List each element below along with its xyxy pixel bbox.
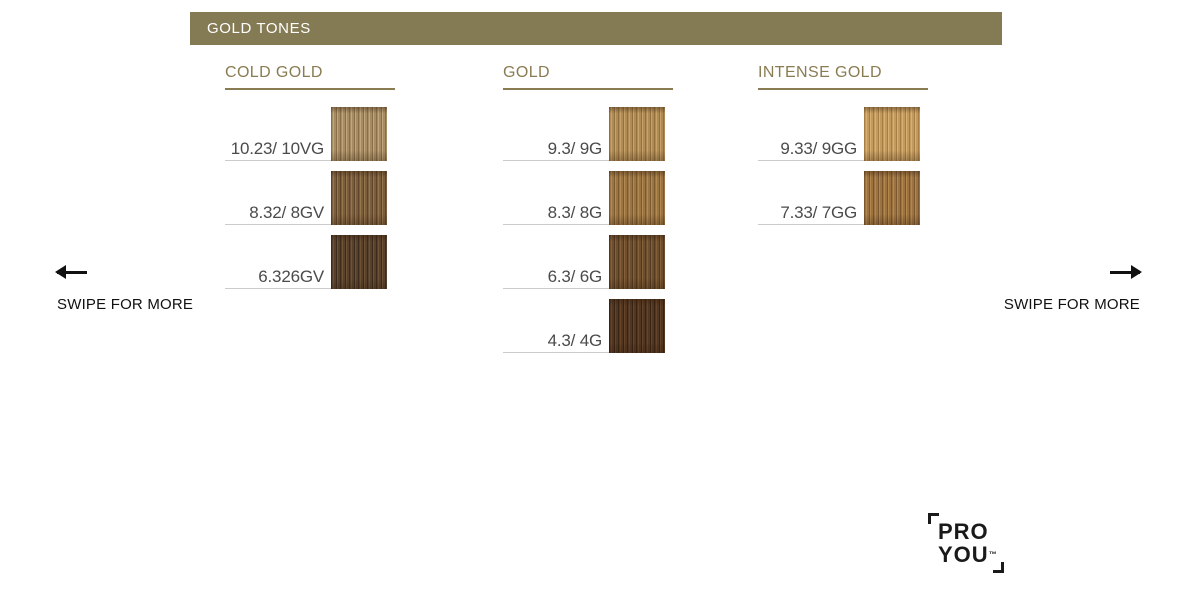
logo-corner-top-left [928,513,939,524]
swatch-row: 8.3/ 8G [503,171,665,225]
logo-line-2: YOU™ [938,542,997,567]
tone-column: COLD GOLD 10.23/ 10VG 8.32/ 8GV 6.326GV [225,64,395,299]
shade-label: 8.3/ 8G [503,171,609,225]
hair-swatch[interactable] [864,171,920,225]
swipe-left-control[interactable]: SWIPE FOR MORE [55,261,194,313]
swipe-right-label: SWIPE FOR MORE [1003,296,1140,313]
hair-swatch[interactable] [609,107,665,161]
column-title: INTENSE GOLD [758,64,928,90]
trademark-symbol: ™ [988,550,997,559]
hair-swatch[interactable] [864,107,920,161]
shade-label: 4.3/ 4G [503,299,609,353]
hair-swatch[interactable] [609,171,665,225]
arrow-right-icon[interactable] [1110,265,1142,279]
shade-label: 7.33/ 7GG [758,171,864,225]
swatch-row: 6.3/ 6G [503,235,665,289]
proyou-logo: PRO YOU™ [928,513,1004,573]
arrow-left-icon[interactable] [55,265,87,279]
hair-swatch[interactable] [609,299,665,353]
hair-swatch[interactable] [609,235,665,289]
shade-label: 6.3/ 6G [503,235,609,289]
swatch-row: 9.3/ 9G [503,107,665,161]
swatch-list: 9.3/ 9G 8.3/ 8G 6.3/ 6G 4.3/ 4G [503,107,665,353]
hair-swatch[interactable] [331,235,387,289]
shade-label: 9.3/ 9G [503,107,609,161]
swatch-list: 10.23/ 10VG 8.32/ 8GV 6.326GV [225,107,387,289]
swatch-row: 4.3/ 4G [503,299,665,353]
section-header: GOLD TONES [190,12,1002,45]
column-title: GOLD [503,64,673,90]
logo-line-1: PRO [938,519,989,544]
swatch-row: 6.326GV [225,235,387,289]
section-title: GOLD TONES [207,20,311,37]
swatch-list: 9.33/ 9GG 7.33/ 7GG [758,107,920,225]
column-title: COLD GOLD [225,64,395,90]
swatch-row: 9.33/ 9GG [758,107,920,161]
swipe-left-label: SWIPE FOR MORE [57,296,194,313]
tone-column: GOLD 9.3/ 9G 8.3/ 8G 6.3/ 6G 4.3/ 4G [503,64,673,363]
shade-label: 10.23/ 10VG [225,107,331,161]
tone-column: INTENSE GOLD 9.33/ 9GG 7.33/ 7GG [758,64,928,235]
swatch-row: 7.33/ 7GG [758,171,920,225]
hair-swatch[interactable] [331,107,387,161]
shade-label: 9.33/ 9GG [758,107,864,161]
shade-label: 8.32/ 8GV [225,171,331,225]
logo-corner-bottom-right [993,562,1004,573]
hair-swatch[interactable] [331,171,387,225]
swipe-right-control[interactable]: SWIPE FOR MORE [1003,261,1142,313]
shade-label: 6.326GV [225,235,331,289]
swatch-row: 10.23/ 10VG [225,107,387,161]
swatch-row: 8.32/ 8GV [225,171,387,225]
